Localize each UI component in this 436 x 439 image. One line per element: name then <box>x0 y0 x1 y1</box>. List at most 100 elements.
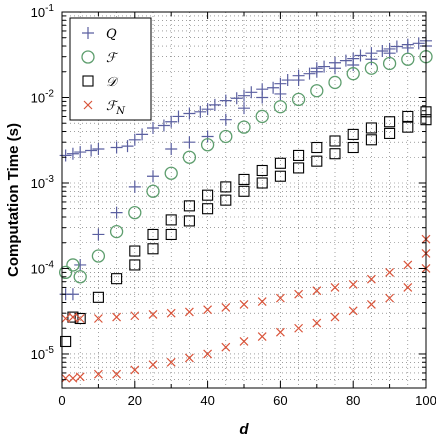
legend-box <box>69 17 152 121</box>
data-point-fn <box>239 299 249 309</box>
data-point-fn <box>184 307 194 317</box>
data-point-fn <box>348 306 358 316</box>
data-point-fn <box>166 308 176 318</box>
data-point-d <box>384 127 396 139</box>
data-point-d <box>74 312 86 325</box>
data-point-q <box>219 94 232 107</box>
y-tick-label: 10-1 <box>31 3 55 20</box>
x-tick-label: 40 <box>200 393 214 408</box>
data-point-q <box>267 81 280 94</box>
data-point-d <box>274 170 286 182</box>
data-point-q <box>194 105 207 118</box>
data-point-f <box>109 224 124 239</box>
legend-marker-f <box>81 50 95 64</box>
legend-marker-d <box>82 75 94 87</box>
data-point-f <box>273 100 288 114</box>
data-point-q <box>66 147 79 160</box>
data-point-q <box>85 144 98 157</box>
data-point-fn <box>257 332 267 341</box>
data-point-d <box>238 173 250 186</box>
legend-label-fn: ℱN <box>106 99 126 117</box>
data-point-d <box>238 185 250 197</box>
y-tick-label: 10-5 <box>31 345 55 362</box>
data-point-fn <box>61 373 71 383</box>
data-point-q <box>165 115 178 128</box>
data-point-d <box>274 157 286 169</box>
data-point-d <box>220 181 232 193</box>
data-point-q <box>136 128 149 141</box>
data-point-f <box>58 265 73 280</box>
data-point-fn <box>203 349 213 359</box>
data-point-fn <box>184 353 194 363</box>
data-point-f <box>91 249 106 263</box>
data-point-f <box>237 120 251 134</box>
data-point-fn <box>148 360 158 370</box>
data-point-fn <box>166 357 176 367</box>
axis-ticks <box>61 12 427 388</box>
data-point-d <box>183 215 195 227</box>
data-point-q <box>292 69 305 82</box>
data-point-q <box>110 206 123 219</box>
data-point-q <box>303 67 316 80</box>
data-point-q <box>354 49 367 62</box>
x-tick-label: 20 <box>128 393 142 408</box>
data-point-d <box>92 291 104 303</box>
data-point-fn <box>348 280 358 289</box>
data-point-fn <box>330 283 340 292</box>
data-point-f <box>66 258 80 272</box>
data-point-q <box>157 119 170 132</box>
x-tick-labels: 0 20 40 60 80 100 <box>58 393 436 408</box>
x-tick-label: 0 <box>58 393 65 408</box>
data-point-fn <box>312 286 322 296</box>
data-point-fn <box>148 310 158 319</box>
data-point-fn <box>312 318 322 328</box>
data-point-q <box>74 258 87 271</box>
legend-marker-q <box>82 27 94 39</box>
data-point-d <box>202 203 214 215</box>
data-point-d <box>311 155 323 167</box>
data-point-q <box>219 113 232 126</box>
data-point-q <box>274 77 287 90</box>
data-point-q <box>66 288 79 301</box>
data-point-q <box>165 142 178 155</box>
data-point-q <box>383 42 396 55</box>
data-point-q <box>201 103 214 116</box>
data-point-q <box>274 87 287 100</box>
data-point-d <box>60 335 72 348</box>
legend-label-q: Q <box>106 27 117 42</box>
x-tick-label: 60 <box>273 393 287 408</box>
data-point-d <box>293 149 305 161</box>
data-point-fn <box>330 312 340 322</box>
data-point-d <box>365 134 377 146</box>
data-point-q <box>128 180 141 193</box>
data-point-q <box>74 146 87 159</box>
data-point-q <box>92 228 105 241</box>
data-point-fn <box>61 314 71 323</box>
data-point-d <box>384 116 396 128</box>
data-point-fn <box>130 311 140 321</box>
data-point-d <box>402 110 414 123</box>
data-point-fn <box>366 299 376 309</box>
data-point-d <box>165 214 177 226</box>
data-marks <box>58 34 433 383</box>
data-point-fn <box>257 297 267 307</box>
x-tick-label: 80 <box>346 393 360 408</box>
data-point-q <box>201 130 214 143</box>
data-point-q <box>128 133 141 146</box>
data-point-fn <box>239 337 249 346</box>
data-point-fn <box>275 293 285 303</box>
y-tick-label: 10-4 <box>31 259 55 276</box>
data-point-fn <box>93 314 103 323</box>
data-point-q <box>401 38 414 51</box>
data-point-d <box>111 273 123 285</box>
data-point-d <box>347 141 359 154</box>
data-point-fn <box>294 323 304 333</box>
data-point-d <box>365 122 377 134</box>
data-point-q <box>147 170 159 183</box>
data-point-q <box>256 83 269 96</box>
data-point-fn <box>385 267 395 277</box>
data-point-q <box>183 136 196 149</box>
data-point-q <box>318 60 331 73</box>
data-point-f <box>219 129 233 144</box>
